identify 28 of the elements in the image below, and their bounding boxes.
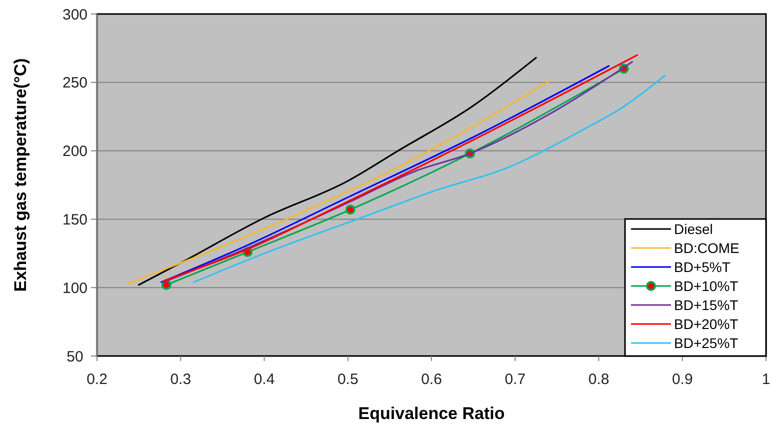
y-tick-label: 300 (62, 6, 88, 24)
y-tick-label: 100 (62, 280, 88, 297)
line-series (138, 56, 537, 286)
y-axis-title: Exhaust gas temperature(°C) (11, 58, 30, 292)
y-tick-label: 200 (62, 143, 88, 160)
y-tick-label: 50 (66, 348, 84, 366)
x-tick-label: 0.9 (672, 371, 693, 388)
legend-label: BD+25%T (674, 334, 739, 351)
legend-label: BD+20%T (674, 316, 739, 332)
x-tick-label: 0.3 (170, 371, 192, 388)
x-axis-title: Equivalence Ratio (358, 404, 505, 423)
x-tick-label: 0.4 (254, 371, 275, 388)
point (345, 204, 356, 215)
y-tick-label: 250 (62, 74, 88, 92)
line-series (193, 74, 666, 283)
x-tick-label: 0.2 (86, 371, 108, 388)
legend-label: BD+10%T (674, 278, 739, 294)
x-tick-label: 0.7 (504, 371, 526, 388)
x-tick-label: 0.5 (337, 371, 358, 388)
x-tick-label: 0.6 (421, 371, 442, 388)
line-series (127, 80, 550, 284)
y-tick-label: 150 (62, 211, 88, 228)
x-tick-label: 0.8 (588, 371, 610, 388)
legend-label: BD+15%T (674, 296, 739, 313)
legend-label: Diesel (674, 220, 713, 237)
legend-label: BD:COME (674, 240, 740, 256)
legend-label: BD+5%T (674, 258, 731, 275)
x-tick-label: 1 (762, 371, 770, 388)
